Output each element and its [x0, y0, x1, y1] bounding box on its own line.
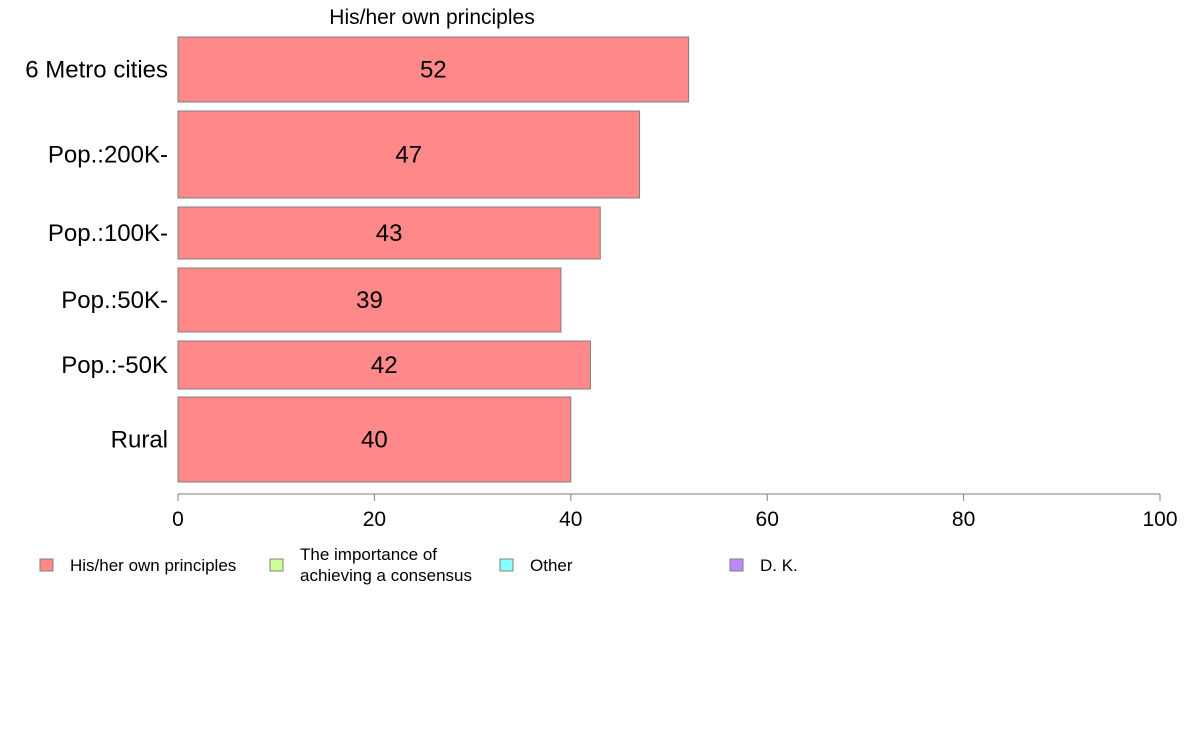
x-axis: 0 20 40 60 80 100: [172, 493, 1178, 531]
category-label: Pop.:200K-: [48, 142, 168, 169]
bar-value-label: 40: [361, 427, 388, 454]
bar: [177, 396, 572, 483]
chart-title: His/her own principles: [329, 6, 534, 29]
bars-group: 52 6 Metro cities 47 Pop.:200K- 43 Pop.:100K-…: [25, 36, 690, 483]
legend-item: His/her own principles: [39, 556, 236, 575]
category-label: Pop.:50K-: [61, 287, 168, 314]
legend-label: achieving a consensus: [300, 566, 472, 585]
bar: [177, 36, 690, 103]
bar-value-label: 52: [420, 57, 447, 84]
category-label: Pop.:-50K: [61, 352, 168, 379]
x-tick-label: 60: [756, 508, 779, 531]
bar-value-label: 47: [395, 142, 422, 169]
legend-label: D. K.: [760, 556, 798, 575]
x-tick-label: 40: [559, 508, 582, 531]
legend-item: D. K.: [729, 556, 798, 575]
x-tick-label: 20: [363, 508, 386, 531]
legend-swatch: [39, 558, 54, 572]
legend-label: His/her own principles: [70, 556, 236, 575]
x-tick-label: 100: [1142, 508, 1177, 531]
bar: [177, 110, 641, 199]
legend-item: The importance of achieving a consensus: [269, 545, 472, 585]
category-label: 6 Metro cities: [25, 57, 168, 84]
bar: [177, 267, 562, 333]
legend-swatch: [729, 558, 744, 572]
legend-label: Other: [530, 556, 573, 575]
category-label: Rural: [111, 427, 168, 454]
bar-value-label: 42: [371, 352, 398, 379]
bar: [177, 206, 601, 260]
legend-swatch: [269, 558, 284, 572]
bar: [177, 340, 591, 390]
legend-swatch: [499, 558, 514, 572]
legend: His/her own principles The importance of a…: [39, 545, 798, 585]
bar-value-label: 39: [356, 287, 383, 314]
bar-value-label: 43: [376, 220, 403, 247]
x-tick-label: 80: [952, 508, 975, 531]
category-label: Pop.:100K-: [48, 220, 168, 247]
legend-label: The importance of: [300, 545, 437, 564]
x-tick-label: 0: [172, 508, 184, 531]
legend-item: Other: [499, 556, 573, 575]
